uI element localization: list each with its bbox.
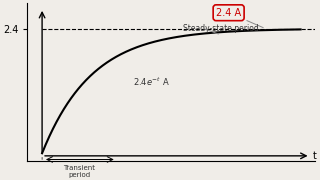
Text: t: t <box>313 151 317 161</box>
Text: Steady-state period: Steady-state period <box>183 24 259 33</box>
Text: Transient
period: Transient period <box>63 165 95 178</box>
Text: $2.4e^{-t}$ A: $2.4e^{-t}$ A <box>133 75 170 88</box>
Text: 2.4 A: 2.4 A <box>216 8 263 28</box>
